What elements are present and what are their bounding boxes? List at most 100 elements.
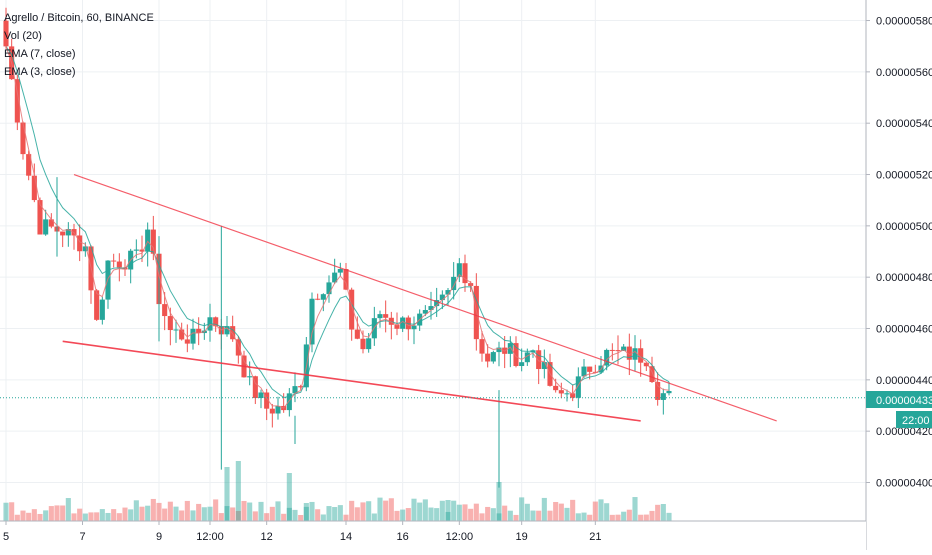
candle-body	[541, 362, 547, 370]
volume-bar	[20, 510, 26, 521]
trendline	[73, 173, 777, 422]
volume-bar	[269, 506, 275, 521]
volume-bar	[82, 513, 88, 521]
volume-bar	[201, 507, 207, 521]
volume-bar	[303, 506, 309, 521]
time-axis-background	[0, 521, 866, 550]
volume-bar	[434, 508, 440, 521]
price-tick-label: 0.00000460	[876, 324, 932, 336]
volume-bar	[547, 510, 553, 521]
candle-body	[513, 343, 519, 367]
candle-body	[230, 326, 236, 340]
candle-body	[150, 229, 156, 254]
candle-body	[411, 325, 417, 330]
price-tick-label: 0.00000420	[876, 426, 932, 438]
volume-bar	[3, 502, 9, 521]
candle-body	[507, 343, 513, 354]
candle-body	[354, 329, 360, 339]
candle-body	[655, 382, 661, 400]
candle-body	[621, 346, 627, 351]
volume-bar	[139, 506, 145, 521]
candle-body	[553, 385, 559, 391]
volume-bar	[660, 504, 666, 521]
price-tick-label: 0.00000560	[876, 67, 932, 79]
legend-symbol[interactable]: Agrello / Bitcoin, 60, BINANCE	[4, 12, 154, 24]
last-price-label: 0.00000433	[876, 395, 932, 407]
candle-body	[337, 269, 343, 273]
candle-body	[439, 294, 445, 301]
volume-bar	[173, 506, 179, 521]
volume-bar	[196, 503, 202, 521]
legend-ema7[interactable]: EMA (7, close)	[4, 48, 76, 60]
volume-bar	[184, 500, 190, 521]
price-axis[interactable]: 0.00000580 0.00000560 0.00000540 0.00000520…	[866, 16, 932, 490]
legend-ema3[interactable]: EMA (3, close)	[4, 66, 76, 78]
time-tick-label: 21	[589, 531, 601, 543]
candle-body	[615, 350, 621, 352]
candle-body	[224, 326, 230, 335]
volume-bar	[632, 497, 638, 521]
trendlines[interactable]	[62, 173, 777, 422]
volume-bar	[377, 497, 383, 521]
legend-volume[interactable]: Vol (20)	[4, 30, 42, 42]
candle-body	[65, 229, 71, 236]
candle-body	[456, 263, 462, 277]
candle-body	[77, 235, 83, 252]
volume-bar	[264, 513, 270, 521]
candle-body	[632, 348, 638, 360]
candle-body	[48, 219, 54, 227]
candle-body	[298, 386, 304, 388]
volume-bar	[26, 512, 32, 521]
volume-bar	[241, 500, 247, 521]
time-axis[interactable]: 5 7 9 12:00 12 14 16 12:00 19 21	[3, 521, 602, 543]
volume-bar	[405, 508, 411, 521]
candle-body	[394, 324, 400, 329]
volume-bar	[281, 513, 287, 521]
candle-body	[326, 282, 332, 295]
candle-body	[292, 386, 298, 394]
volume-bar	[349, 500, 355, 521]
candle-body	[275, 405, 281, 414]
volume-bar	[439, 500, 445, 521]
price-tick-label: 0.00000580	[876, 16, 932, 28]
candle-body	[343, 269, 349, 290]
volume-bar	[615, 514, 621, 521]
volume-bar	[558, 503, 564, 521]
volume-bar	[65, 498, 71, 521]
volume-bar	[247, 502, 253, 521]
volume-bar	[422, 499, 428, 521]
candle-body	[14, 79, 20, 123]
candle-body	[349, 289, 355, 330]
volume-bar-spike	[496, 482, 502, 521]
volume-bar	[275, 501, 281, 521]
volume-bar	[541, 497, 547, 521]
volume-bar	[598, 499, 604, 521]
candle-body	[60, 231, 66, 236]
volume-bar	[371, 513, 377, 521]
countdown-label: 22:00	[902, 415, 930, 427]
volume-bar	[383, 500, 389, 521]
volume-bar	[230, 507, 236, 521]
candle-body	[536, 350, 542, 370]
volume-bar-spike	[286, 473, 292, 521]
candle-body	[252, 376, 258, 399]
candle-body	[434, 300, 440, 307]
volume-bar	[218, 513, 224, 521]
candle-body	[643, 362, 649, 367]
volume-bar	[122, 507, 128, 521]
volume-bar	[564, 507, 570, 521]
volume-bar	[31, 509, 37, 521]
candle-body	[184, 339, 190, 344]
volume-bar	[394, 510, 400, 521]
volume-bar	[502, 505, 508, 521]
candle-body	[479, 339, 485, 354]
volume-bar	[156, 502, 162, 521]
volume-bar	[71, 513, 77, 521]
volume-bar	[116, 513, 122, 521]
candle-body	[428, 306, 434, 311]
volume-bar	[519, 497, 525, 521]
time-tick-label: 19	[516, 531, 528, 543]
candle-body	[167, 316, 173, 331]
